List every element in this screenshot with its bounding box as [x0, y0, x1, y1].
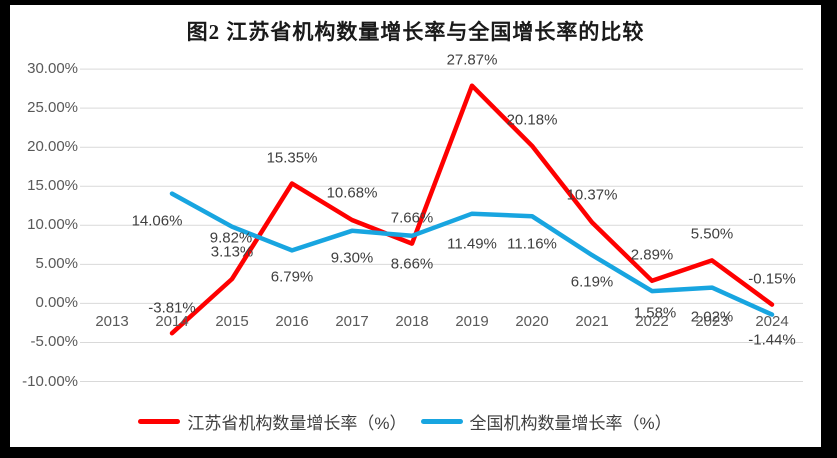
data-label-national: 11.16%	[507, 235, 557, 253]
data-label-national: 14.06%	[131, 212, 183, 230]
x-tick-label: 2023	[695, 313, 729, 330]
chart-title: 图2 江苏省机构数量增长率与全国增长率的比较	[186, 20, 645, 44]
data-label-national: -1.44%	[748, 331, 796, 349]
data-label-jiangsu: 27.87%	[446, 51, 498, 69]
series-line-national	[169, 191, 775, 317]
y-tick-label: 20.00%	[27, 138, 78, 156]
y-tick-label: 10.00%	[27, 216, 78, 234]
x-tick-label: 2015	[215, 313, 249, 330]
x-tick-label: 2016	[275, 313, 309, 330]
x-tick-label: 2024	[755, 313, 789, 330]
x-tick-label: 2019	[455, 313, 489, 330]
data-label-jiangsu: 7.66%	[390, 209, 434, 227]
x-tick-label: 2022	[635, 313, 669, 330]
data-label-jiangsu: 3.13%	[210, 243, 254, 261]
data-label-national: 11.49%	[447, 235, 497, 253]
x-tick-label: 2013	[95, 313, 129, 330]
chart-canvas	[10, 5, 821, 447]
legend-swatch-national	[420, 419, 463, 424]
legend-item-national: 全国机构数量增长率（%）	[420, 409, 672, 434]
legend-swatch-jiangsu	[138, 419, 181, 424]
y-tick-label: 15.00%	[27, 177, 78, 195]
data-label-national: 6.19%	[570, 273, 614, 291]
data-label-jiangsu: -0.15%	[748, 270, 796, 288]
x-tick-label: 2014	[155, 313, 189, 330]
y-tick-label: 30.00%	[27, 60, 78, 78]
legend: 江苏省机构数量增长率（%） 全国机构数量增长率（%）	[10, 409, 800, 434]
legend-item-jiangsu: 江苏省机构数量增长率（%）	[138, 409, 407, 434]
y-tick-label: -10.00%	[22, 372, 78, 390]
x-tick-label: 2020	[515, 313, 549, 330]
data-label-national: 1.58%	[633, 304, 677, 322]
x-tick-label: 2017	[335, 313, 369, 330]
data-label-jiangsu: 2.89%	[630, 246, 674, 264]
data-label-jiangsu: 5.50%	[690, 225, 734, 243]
data-label-national: 9.30%	[330, 249, 374, 267]
x-tick-label: 2018	[395, 313, 429, 330]
y-tick-label: 0.00%	[35, 294, 78, 312]
series-line-jiangsu	[169, 83, 775, 336]
data-label-jiangsu: 10.37%	[566, 186, 618, 204]
y-tick-label: 25.00%	[27, 99, 78, 117]
data-label-national: 2.02%	[690, 308, 734, 326]
data-label-national: 8.66%	[390, 255, 434, 273]
data-label-jiangsu: 20.18%	[506, 111, 558, 129]
data-label-jiangsu: 10.68%	[326, 184, 378, 202]
data-label-national: 6.79%	[270, 268, 314, 286]
legend-label-national: 全国机构数量增长率（%）	[469, 414, 672, 433]
data-label-national: 9.82%	[209, 229, 253, 247]
x-tick-label: 2021	[575, 313, 609, 330]
y-tick-label: -5.00%	[30, 333, 78, 351]
legend-label-jiangsu: 江苏省机构数量增长率（%）	[187, 414, 407, 433]
data-label-jiangsu: 15.35%	[266, 149, 318, 167]
y-tick-label: 5.00%	[35, 255, 78, 273]
data-label-jiangsu: -3.81%	[148, 299, 196, 317]
